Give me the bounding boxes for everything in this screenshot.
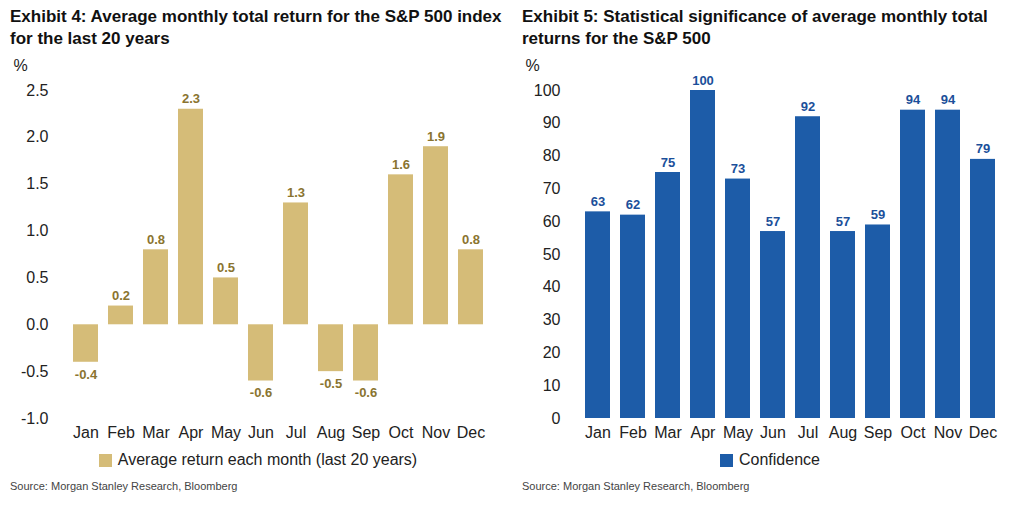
svg-text:60: 60 [543,213,561,230]
svg-text:Apr: Apr [691,424,717,441]
svg-text:100: 100 [692,73,714,88]
svg-text:1.3: 1.3 [287,185,305,200]
svg-text:Dec: Dec [457,424,485,441]
svg-text:Jan: Jan [73,424,99,441]
svg-text:0.8: 0.8 [147,232,165,247]
svg-text:94: 94 [906,92,921,107]
svg-text:57: 57 [836,214,850,229]
svg-text:1.6: 1.6 [392,157,410,172]
svg-text:70: 70 [543,180,561,197]
svg-text:30: 30 [543,311,561,328]
svg-text:Jul: Jul [286,424,306,441]
svg-text:1.9: 1.9 [427,129,445,144]
svg-text:2.0: 2.0 [26,128,48,145]
svg-text:90: 90 [543,114,561,131]
html-text:Exhibit 4: Average monthly tot: Exhibit 4: Average monthly total return … [10,7,502,48]
svg-text:0.2: 0.2 [112,288,130,303]
svg-text:Aug: Aug [829,424,857,441]
svg-text:Sep: Sep [352,424,381,441]
svg-text:0.0: 0.0 [26,316,48,333]
html-text:Source: Morgan Stanley Researc: Source: Morgan Stanley Research, Bloombe… [10,480,238,492]
svg-text:May: May [211,424,241,441]
svg-text:Dec: Dec [969,424,997,441]
svg-text:0.5: 0.5 [217,260,235,275]
svg-text:Mar: Mar [142,424,170,441]
html-text:Source: Morgan Stanley Researc: Source: Morgan Stanley Research, Bloombe… [522,480,750,492]
svg-text:62: 62 [626,197,640,212]
svg-text:0: 0 [552,410,561,427]
svg-text:40: 40 [543,278,561,295]
svg-text:Nov: Nov [422,424,450,441]
svg-text:-0.5: -0.5 [21,363,49,380]
svg-text:0.8: 0.8 [462,232,480,247]
svg-text:%: % [526,57,540,74]
svg-text:May: May [723,424,753,441]
svg-text:79: 79 [976,141,990,156]
svg-text:%: % [14,57,28,74]
svg-text:2.5: 2.5 [26,82,48,99]
svg-text:Oct: Oct [901,424,926,441]
svg-text:-1.0: -1.0 [21,410,49,427]
svg-text:Feb: Feb [107,424,135,441]
svg-text:63: 63 [591,194,605,209]
svg-text:-0.6: -0.6 [355,385,377,400]
svg-text:92: 92 [801,99,815,114]
svg-text:50: 50 [543,246,561,263]
svg-text:-0.6: -0.6 [250,385,272,400]
html-text:Confidence: Confidence [739,451,820,468]
svg-text:10: 10 [543,377,561,394]
svg-text:20: 20 [543,344,561,361]
svg-text:Jan: Jan [585,424,611,441]
svg-text:-0.4: -0.4 [75,367,98,382]
svg-text:Jun: Jun [248,424,274,441]
svg-text:80: 80 [543,147,561,164]
svg-text:59: 59 [871,207,885,222]
html-text:Exhibit 5: Statistical signifi: Exhibit 5: Statistical significance of a… [522,7,988,48]
svg-text:Oct: Oct [389,424,414,441]
svg-text:Aug: Aug [317,424,345,441]
svg-text:Nov: Nov [934,424,962,441]
svg-text:Apr: Apr [179,424,205,441]
svg-text:1.5: 1.5 [26,175,48,192]
svg-text:Feb: Feb [619,424,647,441]
svg-text:Jul: Jul [798,424,818,441]
svg-text:1.0: 1.0 [26,222,48,239]
svg-text:-0.5: -0.5 [320,376,342,391]
svg-text:100: 100 [534,82,561,99]
svg-text:57: 57 [766,214,780,229]
svg-text:Sep: Sep [864,424,893,441]
svg-text:94: 94 [941,92,956,107]
svg-text:0.5: 0.5 [26,269,48,286]
svg-text:Mar: Mar [654,424,682,441]
svg-text:Jun: Jun [760,424,786,441]
html-text:Average return each month (las: Average return each month (last 20 years… [117,451,418,468]
svg-text:2.3: 2.3 [182,91,200,106]
svg-text:73: 73 [731,161,745,176]
svg-text:75: 75 [661,155,675,170]
